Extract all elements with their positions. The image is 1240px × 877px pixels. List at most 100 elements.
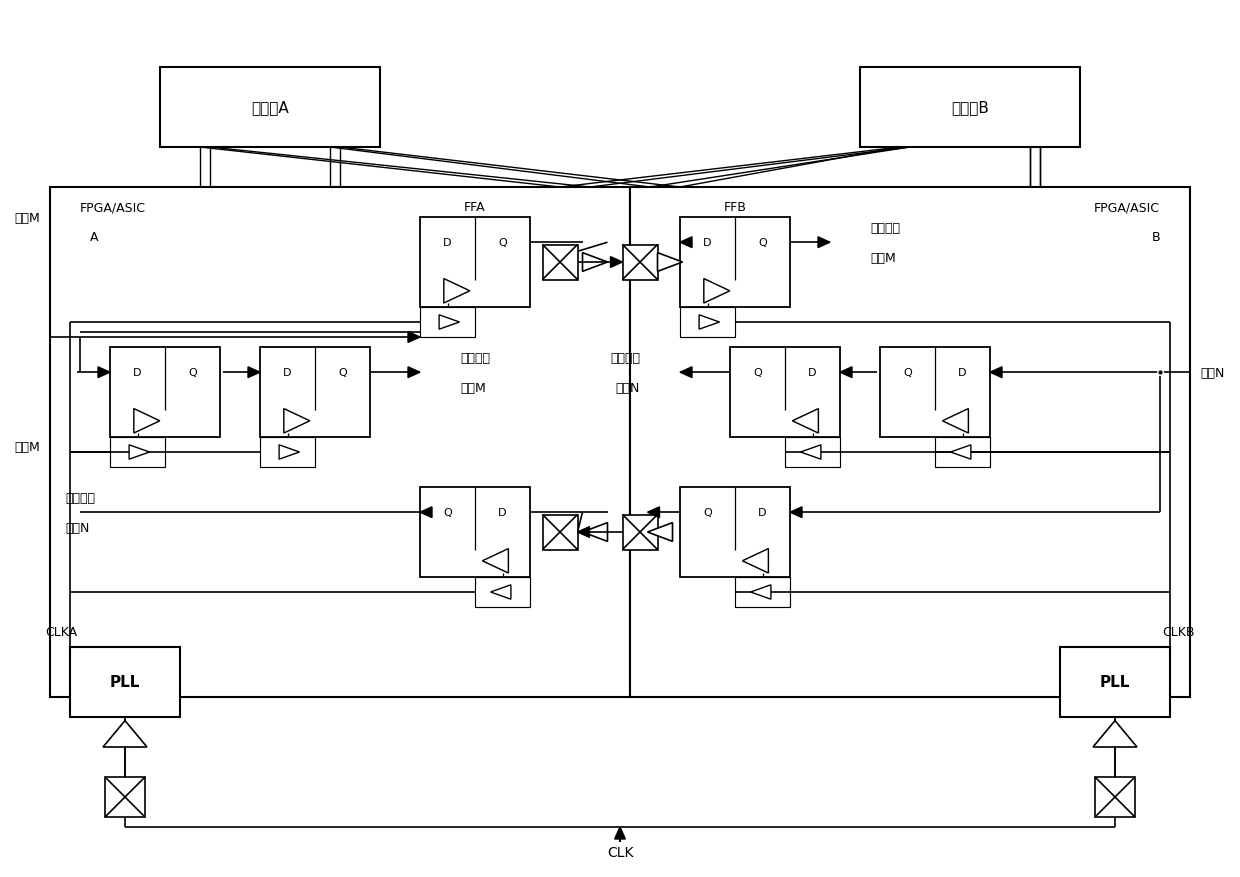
Text: 远端同步: 远端同步: [870, 222, 900, 234]
Text: D: D: [133, 367, 141, 378]
Polygon shape: [578, 527, 589, 538]
Polygon shape: [583, 523, 608, 542]
Text: B: B: [1152, 232, 1159, 244]
Text: D: D: [283, 367, 291, 378]
Polygon shape: [990, 367, 1002, 378]
Polygon shape: [699, 316, 719, 330]
Polygon shape: [482, 549, 508, 574]
Polygon shape: [951, 446, 971, 460]
Polygon shape: [792, 409, 818, 433]
Text: D: D: [808, 367, 817, 378]
Text: 信号N: 信号N: [1200, 367, 1224, 379]
Polygon shape: [801, 446, 821, 460]
Polygon shape: [98, 367, 110, 378]
Bar: [622, 515, 657, 550]
Text: Q: Q: [339, 367, 347, 378]
Bar: [50, 188, 630, 697]
Text: Q: Q: [703, 508, 712, 517]
Polygon shape: [610, 257, 622, 268]
Text: Q: Q: [758, 238, 766, 248]
Polygon shape: [743, 549, 769, 574]
Text: 信号M: 信号M: [870, 252, 895, 264]
Bar: [260, 438, 315, 467]
Text: 处理器B: 处理器B: [951, 100, 990, 116]
Text: FFB: FFB: [724, 201, 746, 214]
Polygon shape: [657, 253, 682, 272]
Bar: [543, 515, 578, 550]
Polygon shape: [284, 409, 310, 433]
Text: Q: Q: [443, 508, 451, 517]
Bar: [420, 308, 475, 338]
Text: FPGA/ASIC: FPGA/ASIC: [1094, 201, 1159, 214]
Bar: [880, 347, 990, 438]
Text: PLL: PLL: [110, 674, 140, 689]
Text: A: A: [91, 232, 98, 244]
Polygon shape: [615, 827, 625, 839]
Bar: [420, 217, 529, 308]
Polygon shape: [408, 367, 420, 378]
Polygon shape: [134, 409, 160, 433]
Polygon shape: [818, 238, 830, 248]
Text: FFA: FFA: [464, 201, 486, 214]
Text: D: D: [498, 508, 507, 517]
Text: 信号N: 信号N: [64, 521, 89, 534]
Text: FPGA/ASIC: FPGA/ASIC: [81, 201, 146, 214]
Polygon shape: [439, 316, 460, 330]
Bar: [680, 308, 735, 338]
Text: 信号M: 信号M: [14, 211, 40, 225]
Polygon shape: [408, 332, 420, 343]
Bar: [69, 647, 180, 717]
Polygon shape: [103, 721, 148, 747]
Bar: [680, 217, 790, 308]
Polygon shape: [647, 523, 672, 542]
Text: CLKA: CLKA: [45, 626, 77, 638]
Text: D: D: [758, 508, 766, 517]
Text: 信号N: 信号N: [615, 381, 640, 395]
Polygon shape: [279, 446, 300, 460]
Polygon shape: [248, 367, 260, 378]
Bar: [935, 438, 990, 467]
Bar: [105, 777, 145, 817]
Polygon shape: [491, 585, 511, 600]
Bar: [420, 488, 529, 577]
Text: Q: Q: [903, 367, 911, 378]
Bar: [1095, 777, 1135, 817]
Polygon shape: [790, 507, 802, 518]
Text: 远端同步: 远端同步: [64, 491, 95, 504]
Text: 处理器A: 处理器A: [252, 100, 289, 116]
Bar: [785, 438, 839, 467]
Text: PLL: PLL: [1100, 674, 1130, 689]
Bar: [110, 347, 219, 438]
Bar: [730, 347, 839, 438]
Text: Q: Q: [753, 367, 761, 378]
Polygon shape: [444, 279, 470, 303]
Bar: [110, 438, 165, 467]
Text: D: D: [703, 238, 712, 248]
Bar: [861, 68, 1080, 148]
Text: D: D: [443, 238, 451, 248]
Polygon shape: [839, 367, 852, 378]
Text: 信号M: 信号M: [460, 381, 486, 395]
Bar: [1060, 647, 1171, 717]
Polygon shape: [129, 446, 150, 460]
Polygon shape: [750, 585, 771, 600]
Bar: [260, 347, 370, 438]
Polygon shape: [647, 507, 660, 518]
Polygon shape: [420, 507, 432, 518]
Text: CLK: CLK: [606, 845, 634, 859]
Text: D: D: [959, 367, 967, 378]
Polygon shape: [1092, 721, 1137, 747]
Text: Q: Q: [498, 238, 507, 248]
Bar: [543, 246, 578, 280]
Polygon shape: [942, 409, 968, 433]
Text: CLKB: CLKB: [1163, 626, 1195, 638]
Text: Q: Q: [188, 367, 197, 378]
Polygon shape: [704, 279, 730, 303]
Bar: [160, 68, 379, 148]
Bar: [475, 577, 529, 607]
Bar: [630, 188, 1190, 697]
Polygon shape: [680, 238, 692, 248]
Bar: [622, 246, 657, 280]
Text: 信号M: 信号M: [14, 441, 40, 454]
Polygon shape: [680, 367, 692, 378]
